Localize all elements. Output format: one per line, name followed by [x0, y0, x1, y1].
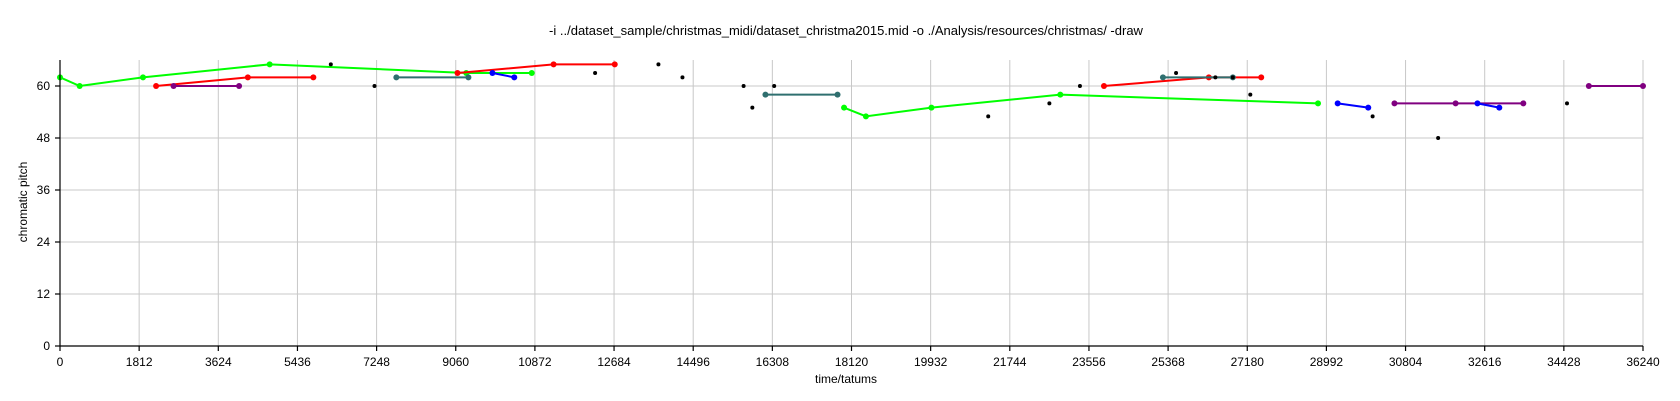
series-layer — [57, 61, 1646, 120]
series-line-2 — [156, 76, 314, 87]
series-point — [550, 61, 557, 68]
x-tick-label: 9060 — [442, 355, 469, 369]
series-point — [862, 113, 869, 120]
x-tick-label: 10872 — [518, 355, 552, 369]
y-tick-label: 36 — [37, 183, 51, 197]
x-tick-label: 19932 — [914, 355, 948, 369]
note-point — [593, 71, 598, 75]
series-point — [1585, 83, 1592, 89]
note-point — [372, 84, 377, 88]
note-point — [328, 62, 333, 67]
note-point — [680, 75, 685, 80]
chart-title: -i ../dataset_sample/christmas_midi/data… — [549, 23, 1143, 38]
axes — [55, 60, 1644, 351]
series-point — [393, 74, 400, 81]
y-tick-label: 24 — [37, 235, 51, 249]
note-point — [986, 114, 991, 119]
series-point — [1474, 100, 1481, 107]
x-tick-label: 14496 — [677, 355, 711, 369]
series-point — [266, 61, 273, 68]
x-tick-label: 23556 — [1072, 355, 1106, 369]
x-tick-label: 28992 — [1310, 355, 1344, 369]
series-point — [170, 83, 177, 89]
y-tick-label: 0 — [43, 339, 50, 353]
series-point — [1365, 104, 1372, 111]
x-tick-label: 21744 — [993, 355, 1027, 369]
note-point — [1248, 92, 1253, 97]
series-point — [528, 70, 535, 76]
series-point — [841, 104, 848, 111]
x-tick-label: 36240 — [1626, 355, 1660, 369]
series-point — [1640, 83, 1646, 89]
series-point — [1315, 100, 1322, 107]
note-point — [1047, 101, 1052, 106]
series-point — [511, 74, 518, 81]
series-point — [1258, 74, 1265, 81]
tick-labels: 0 1812 3624 5436 7248 9060 10872 12684 14496 1630… — [37, 79, 1660, 369]
y-tick-label: 48 — [37, 131, 51, 145]
series-point — [454, 70, 461, 76]
series-point — [1334, 100, 1341, 107]
series-point — [1391, 100, 1398, 107]
x-tick-label: 0 — [57, 355, 64, 369]
x-axis-label: time/tatums — [815, 372, 877, 386]
x-tick-label: 1812 — [126, 355, 153, 369]
series-point — [1520, 100, 1527, 107]
note-point — [741, 84, 746, 88]
series-point — [1496, 104, 1503, 111]
note-point — [1174, 71, 1179, 75]
series-point — [1057, 91, 1064, 98]
scatter-points — [328, 62, 1569, 140]
series-point — [762, 91, 769, 98]
note-point — [1436, 136, 1441, 140]
x-tick-label: 12684 — [597, 355, 631, 369]
x-tick-label: 3624 — [205, 355, 232, 369]
series-point — [1159, 74, 1166, 81]
series-point — [465, 74, 472, 81]
series-line-12 — [1337, 102, 1369, 109]
note-point — [750, 105, 755, 110]
series-point — [236, 83, 243, 89]
series-point — [928, 104, 935, 111]
x-tick-label: 5436 — [284, 355, 311, 369]
series-point — [611, 61, 618, 68]
x-tick-label: 16308 — [756, 355, 790, 369]
note-point — [656, 62, 661, 67]
series-line-13 — [1477, 102, 1500, 109]
note-point — [772, 84, 777, 88]
x-tick-label: 25368 — [1151, 355, 1185, 369]
x-tick-label: 27180 — [1231, 355, 1265, 369]
x-tick-label: 34428 — [1547, 355, 1581, 369]
note-point — [1370, 114, 1375, 119]
x-tick-label: 32616 — [1468, 355, 1502, 369]
x-tick-label: 18120 — [835, 355, 869, 369]
series-point — [1100, 83, 1107, 89]
y-tick-label: 60 — [37, 79, 51, 93]
note-point — [1230, 75, 1235, 80]
series-line-4 — [1103, 76, 1262, 87]
y-axis-label: chromatic pitch — [16, 162, 30, 243]
series-point — [244, 74, 251, 81]
series-point — [139, 74, 146, 81]
series-point — [76, 83, 83, 89]
series-line-3 — [457, 63, 615, 74]
series-point — [153, 83, 160, 89]
x-tick-label: 7248 — [363, 355, 390, 369]
y-tick-label: 12 — [37, 287, 51, 301]
note-point — [1213, 75, 1218, 80]
series-point — [310, 74, 317, 81]
x-tick-label: 30804 — [1389, 355, 1423, 369]
series-line-0 — [59, 63, 532, 88]
note-point — [1077, 84, 1082, 88]
series-point — [1452, 100, 1459, 107]
series-point — [834, 91, 841, 98]
series-point — [489, 70, 496, 76]
series-line-11 — [492, 72, 515, 79]
note-point — [1564, 101, 1569, 106]
